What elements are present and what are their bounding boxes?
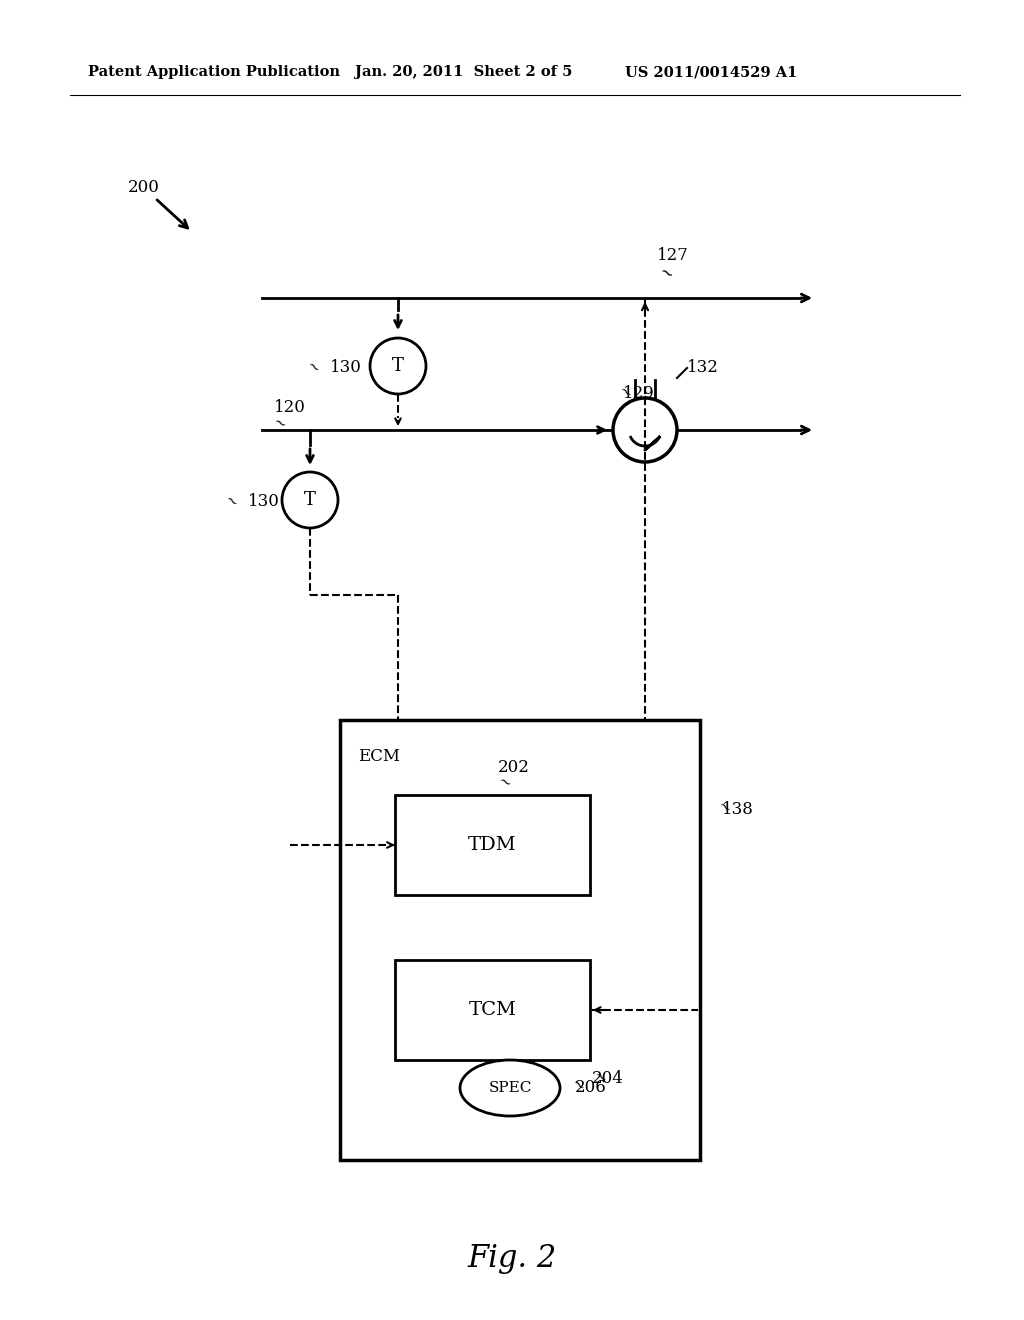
Text: ∼: ∼: [714, 799, 733, 817]
Text: 202: 202: [498, 759, 529, 776]
Text: 200: 200: [128, 180, 160, 197]
Text: ∼: ∼: [221, 492, 240, 511]
Text: ∼: ∼: [615, 384, 634, 403]
Text: Patent Application Publication: Patent Application Publication: [88, 65, 340, 79]
Text: ∼: ∼: [655, 263, 676, 285]
Text: ∼: ∼: [496, 774, 514, 792]
Bar: [395, 795, 590, 895]
Text: 130: 130: [330, 359, 361, 376]
Text: 130: 130: [248, 494, 280, 511]
Text: 132: 132: [687, 359, 719, 376]
Text: ∼: ∼: [568, 1077, 587, 1096]
Text: SPEC: SPEC: [488, 1081, 531, 1096]
Circle shape: [282, 473, 338, 528]
Ellipse shape: [460, 1060, 560, 1115]
Text: T: T: [304, 491, 316, 510]
Bar: [340, 719, 700, 1160]
Text: TDM: TDM: [468, 836, 517, 854]
Text: ∼: ∼: [270, 414, 288, 433]
Text: Jan. 20, 2011  Sheet 2 of 5: Jan. 20, 2011 Sheet 2 of 5: [355, 65, 572, 79]
Circle shape: [613, 399, 677, 462]
Text: 127: 127: [657, 248, 689, 264]
Text: US 2011/0014529 A1: US 2011/0014529 A1: [625, 65, 798, 79]
Text: ECM: ECM: [358, 748, 400, 766]
Text: 204: 204: [592, 1071, 624, 1086]
Text: 129: 129: [623, 384, 654, 401]
Text: T: T: [392, 356, 403, 375]
Text: Fig. 2: Fig. 2: [467, 1242, 557, 1274]
Text: ∼: ∼: [590, 1068, 608, 1086]
Text: ∼: ∼: [303, 359, 322, 378]
Circle shape: [370, 338, 426, 393]
Bar: [395, 960, 590, 1060]
Text: 138: 138: [722, 801, 754, 818]
Text: 120: 120: [274, 400, 306, 417]
Text: 206: 206: [575, 1080, 607, 1097]
Text: TCM: TCM: [469, 1001, 516, 1019]
